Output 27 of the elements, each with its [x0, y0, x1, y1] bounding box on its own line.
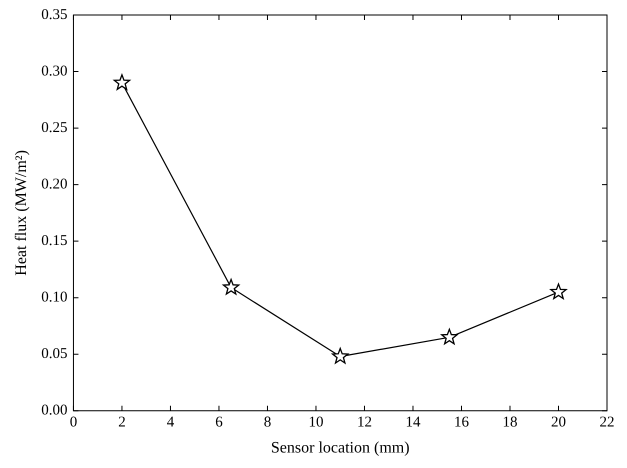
point — [114, 74, 130, 90]
x-tick-label: 10 — [308, 414, 324, 431]
x-tick-label: 16 — [454, 414, 470, 431]
x-tick-label: 18 — [502, 414, 518, 431]
y-tick-label: 0.05 — [41, 346, 68, 362]
point — [550, 283, 567, 300]
x-tick-label: 6 — [215, 414, 224, 431]
x-tick-label: 8 — [264, 414, 272, 431]
x-tick-label: 0 — [70, 414, 78, 431]
y-tick-label: 0.30 — [41, 63, 68, 80]
x-axis-title: Sensor location (mm) — [270, 440, 410, 457]
y-tick-label: 0.15 — [41, 233, 68, 250]
x-tick-label: 14 — [405, 414, 421, 431]
y-tick-label: 0.35 — [41, 6, 68, 23]
y-tick-label: 0.10 — [41, 290, 68, 306]
point — [332, 348, 348, 364]
point — [441, 328, 458, 344]
point — [222, 278, 240, 295]
x-tick-label: 22 — [600, 414, 614, 431]
x-tick-label: 12 — [356, 414, 372, 431]
x-tick-label: 20 — [550, 414, 566, 431]
x-tick-label: 2 — [118, 414, 126, 431]
y-tick-label: 0.25 — [41, 120, 68, 136]
y-axis-title: Heat flux (MW/m²) — [12, 150, 30, 276]
y-tick-label: 0.00 — [41, 402, 68, 419]
y-tick-label: 0.20 — [41, 176, 68, 193]
x-tick-label: 4 — [166, 414, 175, 431]
